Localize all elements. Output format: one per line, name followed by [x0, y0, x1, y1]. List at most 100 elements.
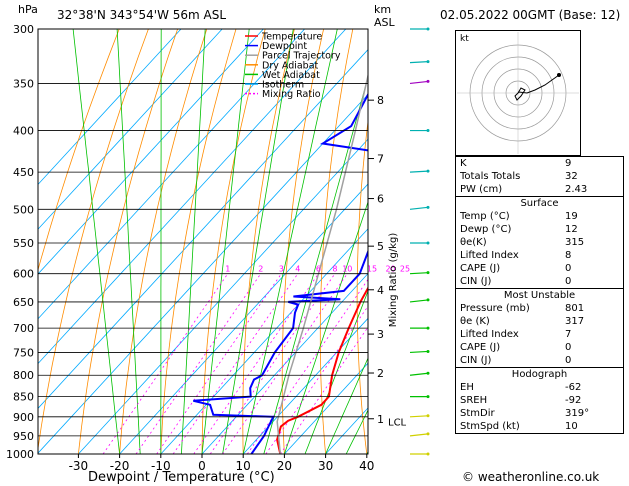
- wind-barb: [409, 299, 429, 303]
- wind-barb: [409, 80, 429, 85]
- datetime-label: 02.05.2022 00GMT (Base: 12): [440, 8, 621, 22]
- mixing-ratio-label: 2: [258, 265, 263, 274]
- most-unstable-row: CAPE (J) 0: [456, 341, 623, 354]
- hodograph-plot: kt: [455, 30, 581, 156]
- wind-barb: [409, 61, 429, 64]
- isotherm-line: [38, 93, 368, 454]
- credit-text: © weatheronline.co.uk: [462, 470, 600, 484]
- mixing-ratio-line: [209, 273, 336, 454]
- asl-label: ASL: [374, 16, 395, 29]
- pressure-tick-label: 650: [13, 296, 34, 309]
- surface-row: Temp (°C) 19: [456, 210, 623, 223]
- most-unstable-row: θe (K) 317: [456, 315, 623, 328]
- dry-adiabat-line: [201, 29, 266, 454]
- height-tick-label: 4: [377, 284, 384, 297]
- wind-barb: [409, 415, 429, 418]
- wind-barb-dot: [426, 452, 430, 456]
- wind-barb-dot: [426, 60, 430, 64]
- dry-adiabat-line: [160, 29, 237, 454]
- isotherm-line: [38, 29, 182, 186]
- x-tick-label: 30: [318, 459, 333, 473]
- lcl-label: LCL: [388, 417, 407, 428]
- surface-table: Surface Temp (°C) 19 Dewp (°C) 12 θe(K) 315 Lif…: [455, 197, 624, 289]
- legend-label: Mixing Ratio: [262, 89, 321, 100]
- hodograph-stat-value: 319°: [565, 408, 590, 419]
- wind-barb-dot: [426, 395, 430, 399]
- mixing-ratio-line: [246, 278, 368, 454]
- most-unstable-label: CAPE (J): [460, 342, 501, 353]
- most-unstable-value: 0: [565, 342, 572, 353]
- wind-barb-dot: [426, 349, 430, 353]
- index-value: 2.43: [565, 184, 588, 195]
- most-unstable-title: Most Unstable: [503, 290, 576, 301]
- surface-label: Dewp (°C): [460, 224, 512, 235]
- index-label: Totals Totals: [460, 171, 521, 182]
- wind-barb: [409, 372, 429, 376]
- wind-barb-dot: [426, 241, 430, 245]
- most-unstable-row: Pressure (mb) 801: [456, 302, 623, 315]
- surface-label: Lifted Index: [460, 250, 519, 261]
- indices-table: K 9 Totals Totals 32 PW (cm) 2.43: [455, 156, 624, 197]
- x-tick-label: 20: [277, 459, 292, 473]
- height-tick-label: 2: [377, 367, 384, 380]
- hodograph-stat-label: StmDir: [460, 408, 495, 419]
- legend-label: Isotherm: [262, 80, 304, 91]
- wind-barb-dot: [426, 271, 430, 275]
- surface-value: 19: [565, 211, 578, 222]
- surface-row: Dewp (°C) 12: [456, 223, 623, 236]
- pressure-tick-label: 350: [13, 77, 34, 90]
- surface-title: Surface: [520, 198, 559, 209]
- legend-label: Dry Adiabat: [262, 60, 319, 71]
- dry-adiabat-line: [38, 29, 149, 452]
- legend-label: Parcel Trajectory: [262, 51, 341, 62]
- wind-barb: [409, 272, 429, 275]
- most-unstable-value: 7: [565, 329, 572, 340]
- pressure-tick-label: 300: [13, 23, 34, 36]
- hodograph-stat-label: StmSpd (kt): [460, 421, 520, 432]
- wind-barb-dot: [426, 371, 430, 375]
- plot-frame: [37, 28, 369, 455]
- wind-barb: [409, 433, 429, 437]
- mixing-ratio-line: [265, 305, 368, 454]
- hodograph-end-marker: [557, 73, 561, 77]
- x-tick-label: 10: [236, 459, 251, 473]
- surface-row: CIN (J) 0: [456, 275, 623, 288]
- legend-label: Wet Adiabat: [262, 70, 320, 81]
- most-unstable-label: Pressure (mb): [460, 303, 530, 314]
- wind-barb-dot: [426, 169, 430, 173]
- height-tick-label: 8: [377, 94, 384, 107]
- pressure-tick-label: 850: [13, 391, 34, 404]
- index-label: K: [460, 158, 467, 169]
- most-unstable-value: 317: [565, 316, 585, 327]
- hodograph-stat-value: -62: [565, 382, 582, 393]
- indices-panel: K 9 Totals Totals 32 PW (cm) 2.43 Surface Temp…: [455, 156, 624, 434]
- surface-value: 0: [565, 276, 572, 287]
- mixing-ratio-label: 4: [295, 265, 300, 274]
- mixing-ratio-label: 25: [400, 265, 410, 274]
- mixing-ratio-line: [279, 326, 368, 454]
- mixing-ratio-line: [222, 273, 348, 454]
- x-tick-label: -10: [151, 459, 171, 473]
- wind-barb-dot: [426, 79, 430, 83]
- hodograph-stat-row: StmSpd (kt) 10: [456, 420, 623, 433]
- x-tick-label: 40: [359, 459, 374, 473]
- isotherm-line: [38, 29, 264, 275]
- surface-label: CIN (J): [460, 276, 492, 287]
- most-unstable-label: Lifted Index: [460, 329, 519, 340]
- pressure-tick-label: 400: [13, 125, 34, 138]
- mixing-ratio-label: 3: [279, 265, 284, 274]
- wind-barb: [409, 206, 429, 210]
- hodograph-stat-row: StmDir 319°: [456, 407, 623, 420]
- x-axis-title: Dewpoint / Temperature (°C): [88, 470, 275, 485]
- isotherm-line: [38, 29, 223, 230]
- index-value: 32: [565, 171, 578, 182]
- surface-label: θe(K): [460, 237, 487, 248]
- wind-barb-dot: [426, 326, 430, 330]
- wind-barb-dot: [426, 414, 430, 418]
- isotherm-line: [78, 138, 368, 454]
- legend-label: Temperature: [261, 32, 322, 43]
- isotherm-line: [160, 228, 368, 454]
- mixing-ratio-line: [156, 273, 282, 454]
- hodograph-stat-value: 10: [565, 421, 578, 432]
- series-line: [193, 92, 368, 454]
